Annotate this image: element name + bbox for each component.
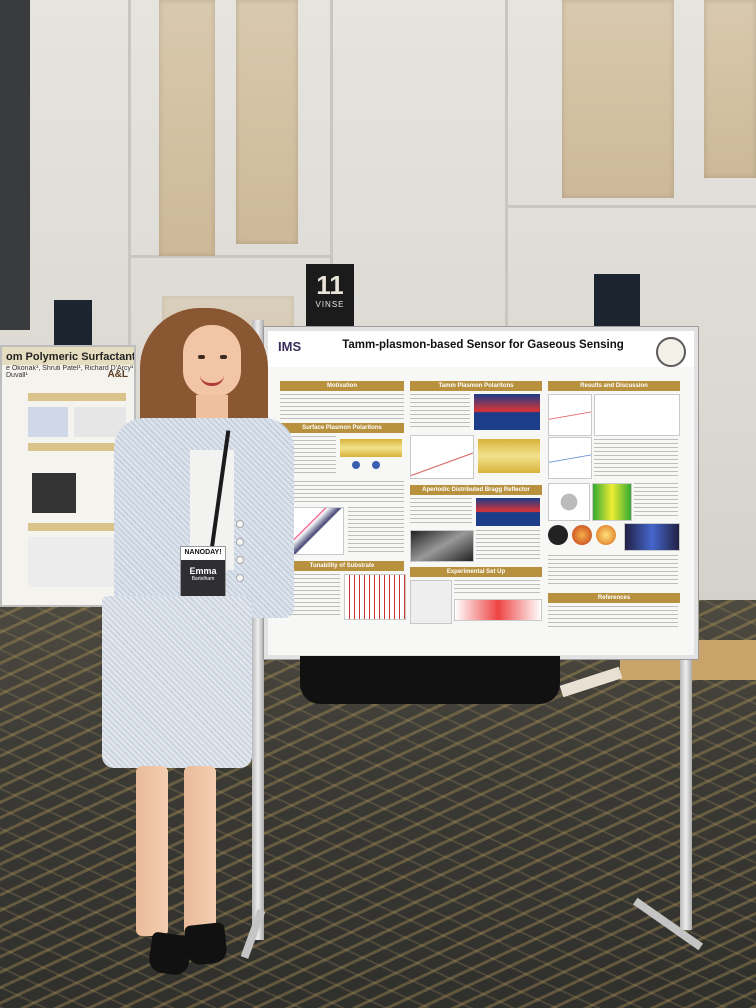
tpp-field-map [474,394,540,430]
section-results-and-discussion: Results and Discussion [548,381,680,391]
section-tunability-of-substrate: Tunability of Substrate [280,561,404,571]
results-plot-3 [548,437,592,479]
wall-seam [505,0,508,330]
research-poster: IMS Tamm-plasmon-based Sensor for Gaseou… [264,327,698,659]
motivation-text [280,394,404,420]
spp-text-3 [348,507,404,553]
left-poster-text [28,537,126,587]
booth-number: 11 [316,270,344,300]
left-poster-authors: e Okonak¹, Shruti Patel¹, Richard D'Arcy… [6,365,134,372]
results-sample-image [548,483,590,521]
left-poster-figure [32,473,76,513]
left-poster-figure [28,407,68,437]
spp-dot [352,461,360,469]
wall-seam [505,205,756,208]
section-tamm-plasmon-polaritons: Tamm Plasmon Polaritons [410,381,542,391]
acoustic-panel [704,0,756,178]
badge-first-name: Emma [189,566,217,576]
eye [198,355,205,359]
tpp-text [410,394,470,430]
badge-event: NANODAY! [184,549,222,556]
left-poster-section [28,443,126,451]
results-text-3 [548,555,678,585]
tunability-spectrum [344,574,406,620]
result-disc [596,525,616,545]
poster-header: IMS Tamm-plasmon-based Sensor for Gaseou… [268,331,694,367]
results-plot-2 [594,394,680,436]
adbr-text [410,498,472,526]
acoustic-panel [562,0,674,198]
section-references: References [548,593,680,603]
jacket-button [236,556,244,564]
left-poster-section [28,393,126,401]
section-surface-plasmon-polaritons: Surface Plasmon Polaritons [280,423,404,433]
result-disc [572,525,592,545]
spp-diagram [340,439,402,457]
black-heel [184,922,228,966]
jacket-button [236,538,244,546]
tpp-structure [478,439,540,473]
dark-wall-tile [54,300,92,346]
dark-wall-column [0,0,30,330]
person-leg [184,766,216,936]
dark-wall-tile [594,274,640,326]
results-colormap [592,483,632,521]
poster-logo: IMS [278,339,302,354]
left-poster: om Polymeric Surfactants e Okonak¹, Shru… [0,345,136,607]
section-motivation: Motivation [280,381,404,391]
booth-label: VINSE [315,300,345,309]
references-text [548,606,678,630]
jacket-button [236,574,244,582]
smile [200,375,224,386]
wall-seam [130,255,330,258]
jacket-button [236,520,244,528]
left-poster-section [28,523,126,531]
spp-text-2 [280,481,404,503]
left-poster-logo: A&L [107,369,128,380]
person-leg [136,766,168,936]
adbr-structure [476,498,540,526]
wall-seam [128,0,131,360]
setup-apparatus [410,580,452,624]
badge-last-name: Bartelham [191,576,215,582]
left-poster-title: om Polymeric Surfactants [2,347,134,365]
results-text [594,439,678,479]
acoustic-panel [236,0,298,244]
tpp-plot [410,435,474,479]
results-plot-1 [548,394,592,436]
table-cloth [300,656,560,704]
spp-dot [372,461,380,469]
tweed-skirt [102,596,252,768]
results-text-2 [634,483,678,519]
result-disc [548,525,568,545]
left-poster-authors-2: Duvall¹ [6,372,28,379]
adbr-text-2 [476,530,540,560]
section-experimental-set-up: Experimental Set Up [410,567,542,577]
setup-text [454,580,540,594]
section-aperiodic-dbr: Aperiodic Distributed Bragg Reflector [410,485,542,495]
results-spectrum-image [624,523,680,551]
university-seal-icon [656,337,686,367]
poster-title: Tamm-plasmon-based Sensor for Gaseous Se… [342,339,624,351]
person-face [183,325,241,397]
booth-number-sign: 11 VINSE [306,264,354,326]
adbr-sem-image [410,530,474,562]
wall-seam [330,0,333,300]
acoustic-panel [159,0,215,256]
eye [220,355,227,359]
setup-diagram [454,599,542,621]
